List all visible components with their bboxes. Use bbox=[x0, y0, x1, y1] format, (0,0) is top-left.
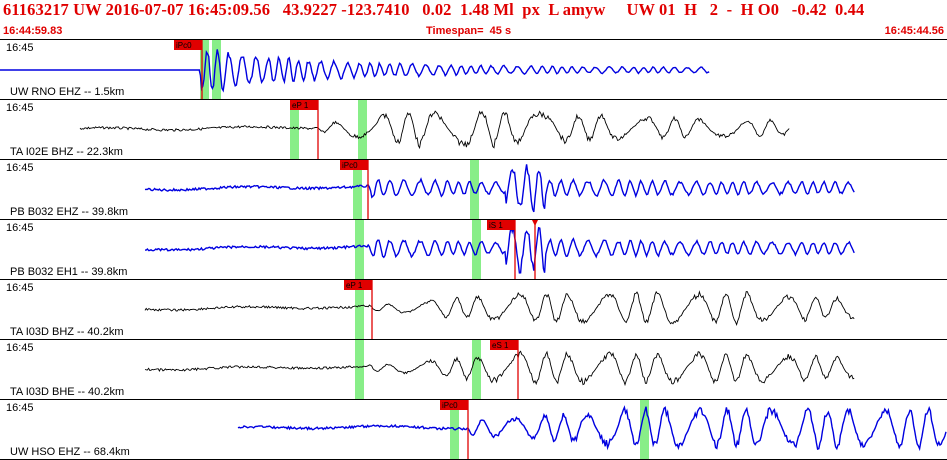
seismogram-panel[interactable]: eS 1 16:45 TA I03D BHE -- 40.2km bbox=[0, 340, 947, 400]
seismogram-panel[interactable]: eP 1 16:45 TA I02E BHZ -- 22.3km bbox=[0, 100, 947, 160]
phase-pick-tag[interactable] bbox=[490, 340, 518, 350]
channel-label: PB B032 EH1 -- 39.8km bbox=[10, 266, 129, 278]
seismogram-panel[interactable]: iS 1 16:45 PB B032 EH1 -- 39.8km bbox=[0, 220, 947, 280]
phase-pick-label: eP 1 bbox=[346, 281, 363, 290]
phase-window-marker[interactable] bbox=[290, 100, 299, 160]
phase-window-marker[interactable] bbox=[355, 340, 364, 400]
waveform-trace bbox=[237, 405, 947, 452]
panel-start-time: 16:45 bbox=[6, 42, 34, 54]
event-summary-line: 61163217 UW 2016-07-07 16:45:09.56 43.92… bbox=[3, 0, 865, 19]
plot-header: 61163217 UW 2016-07-07 16:45:09.56 43.92… bbox=[0, 0, 947, 40]
channel-label: TA I03D BHZ -- 40.2km bbox=[10, 326, 125, 338]
phase-window-marker[interactable] bbox=[472, 220, 481, 280]
seismogram-panel[interactable]: iPc0 16:45 UW RNO EHZ -- 1.5km bbox=[0, 40, 947, 100]
phase-window-marker[interactable] bbox=[355, 280, 364, 340]
waveform-trace bbox=[145, 226, 855, 274]
waveform-trace bbox=[79, 110, 790, 150]
phase-pick-label: iPc0 bbox=[442, 401, 458, 410]
channel-label: PB B032 EHZ -- 39.8km bbox=[10, 206, 129, 218]
seismogram-panel[interactable]: iPc0 16:45 UW HSO EHZ -- 68.4km bbox=[0, 400, 947, 460]
waveform-canvas: iPc0 bbox=[0, 40, 710, 100]
seismogram-panel[interactable]: iPc0 16:45 PB B032 EHZ -- 39.8km bbox=[0, 160, 947, 220]
pick-arrow-icon[interactable] bbox=[532, 220, 538, 226]
panel-start-time: 16:45 bbox=[6, 282, 34, 294]
start-time-label: 16:44:59.83 bbox=[3, 25, 63, 37]
end-time-label: 16:45:44.56 bbox=[884, 25, 944, 37]
phase-window-marker[interactable] bbox=[358, 100, 367, 160]
channel-label: TA I03D BHE -- 40.2km bbox=[10, 386, 126, 398]
panel-start-time: 16:45 bbox=[6, 342, 34, 354]
phase-pick-tag[interactable] bbox=[344, 280, 372, 290]
waveform-trace bbox=[144, 164, 855, 213]
phase-pick-label: iPc0 bbox=[342, 161, 358, 170]
waveform-canvas: iPc0 bbox=[237, 400, 947, 460]
phase-pick-label: iPc0 bbox=[176, 41, 192, 50]
phase-window-marker[interactable] bbox=[353, 160, 362, 220]
waveform-canvas: eS 1 bbox=[144, 340, 855, 400]
waveform-canvas: iS 1 bbox=[145, 220, 855, 280]
panel-start-time: 16:45 bbox=[6, 162, 34, 174]
waveform-canvas: eP 1 bbox=[79, 100, 790, 160]
phase-pick-tag[interactable] bbox=[340, 160, 368, 170]
waveform-canvas: eP 1 bbox=[144, 280, 855, 340]
phase-window-marker[interactable] bbox=[640, 400, 649, 460]
phase-window-marker[interactable] bbox=[355, 220, 364, 280]
channel-label: UW HSO EHZ -- 68.4km bbox=[10, 446, 131, 458]
phase-pick-tag[interactable] bbox=[174, 40, 202, 50]
phase-pick-tag[interactable] bbox=[487, 220, 515, 230]
panel-start-time: 16:45 bbox=[6, 402, 34, 414]
phase-window-marker[interactable] bbox=[470, 160, 479, 220]
phase-pick-label: eP 1 bbox=[292, 101, 309, 110]
channel-label: TA I02E BHZ -- 22.3km bbox=[10, 146, 124, 158]
waveform-trace bbox=[144, 350, 855, 387]
phase-window-marker[interactable] bbox=[472, 340, 481, 400]
phase-pick-label: eS 1 bbox=[492, 341, 509, 350]
phase-pick-label: iS 1 bbox=[489, 221, 503, 230]
waveform-canvas: iPc0 bbox=[144, 160, 855, 220]
panel-start-time: 16:45 bbox=[6, 222, 34, 234]
header-divider bbox=[0, 39, 947, 40]
phase-pick-tag[interactable] bbox=[290, 100, 318, 110]
phase-pick-tag[interactable] bbox=[440, 400, 468, 410]
waveform-trace bbox=[0, 49, 710, 93]
seismogram-panel[interactable]: eP 1 16:45 TA I03D BHZ -- 40.2km bbox=[0, 280, 947, 340]
waveform-trace bbox=[144, 290, 855, 326]
phase-window-marker[interactable] bbox=[212, 40, 221, 100]
panel-start-time: 16:45 bbox=[6, 102, 34, 114]
timespan-label: Timespan= 45 s bbox=[426, 25, 512, 37]
channel-label: UW RNO EHZ -- 1.5km bbox=[10, 86, 126, 98]
